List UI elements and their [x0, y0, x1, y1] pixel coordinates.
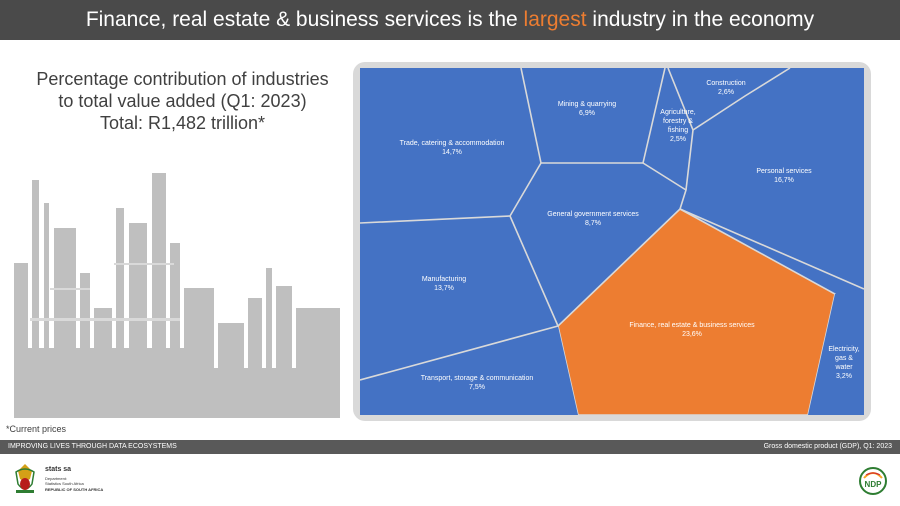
category-label-mining: Mining & quarrying	[558, 101, 616, 108]
footnote: *Current prices	[6, 424, 67, 434]
category-label-general-government: General government services	[547, 211, 639, 218]
category-label-construction: Construction	[706, 80, 745, 87]
value-label-electricity: 3,2%	[836, 373, 852, 380]
category-label-electricity: water	[834, 364, 853, 371]
value-label-transport: 7,5%	[469, 384, 485, 391]
value-label-general-government: 8,7%	[585, 220, 601, 227]
category-label-finance: Finance, real estate & business services	[629, 322, 755, 329]
category-label-personal-services: Personal services	[756, 168, 812, 175]
brand-name: stats sa	[45, 466, 72, 473]
subtitle-line-2: to total value added (Q1: 2023)	[58, 91, 307, 111]
value-label-agriculture: 2,5%	[670, 136, 686, 143]
coat-of-arms-icon	[15, 464, 35, 493]
chart-subtitle: Percentage contribution of industries to…	[0, 68, 365, 134]
brand-dept-line-2: Statistics South Africa	[45, 481, 84, 486]
value-label-trade: 14,7%	[442, 149, 462, 156]
value-label-construction: 2,6%	[718, 89, 734, 96]
footer-bar: IMPROVING LIVES THROUGH DATA ECOSYSTEMS …	[0, 440, 900, 454]
page-title: Finance, real estate & business services…	[0, 0, 900, 40]
footer-source: Gross domestic product (GDP), Q1: 2023	[763, 443, 892, 450]
footer-slogan: IMPROVING LIVES THROUGH DATA ECOSYSTEMS	[8, 443, 177, 450]
title-highlight: largest	[523, 8, 587, 31]
cell-mining	[521, 68, 665, 163]
category-label-agriculture: Agriculture,	[660, 109, 695, 116]
category-label-transport: Transport, storage & communication	[421, 375, 534, 382]
category-label-agriculture: forestry &	[663, 118, 693, 125]
brand-block: stats sa Department: Statistics South Afr…	[45, 466, 120, 492]
category-label-agriculture: fishing	[668, 127, 688, 134]
cell-trade	[360, 68, 541, 223]
ndp-logo-icon: NDP	[859, 467, 887, 495]
brand-department: Department: Statistics South Africa	[45, 476, 120, 486]
title-post: industry in the economy	[586, 8, 815, 31]
subtitle-line-1: Percentage contribution of industries	[36, 69, 329, 89]
cell-personal-services	[680, 68, 864, 294]
value-label-finance: 23,6%	[682, 331, 702, 338]
cell-finance	[557, 208, 836, 415]
value-label-personal-services: 16,7%	[774, 177, 794, 184]
voronoi-chart: Trade, catering & accommodation 14,7% Mini…	[360, 68, 864, 415]
refinery-silhouette-image	[14, 173, 340, 418]
category-label-electricity: gas &	[835, 355, 853, 362]
brand-country: REPUBLIC OF SOUTH AFRICA	[45, 487, 104, 492]
ndp-logo-text: NDP	[865, 480, 883, 489]
value-label-mining: 6,9%	[579, 110, 595, 117]
cell-agriculture	[643, 68, 693, 190]
cell-electricity	[808, 289, 864, 415]
cell-general-government	[510, 163, 686, 326]
category-label-trade: Trade, catering & accommodation	[400, 140, 505, 147]
subtitle-line-3: Total: R1,482 trillion*	[99, 113, 266, 133]
category-label-electricity: Electricity,	[828, 346, 859, 353]
brand-dept-line-1: Department:	[45, 476, 68, 481]
value-label-manufacturing: 13,7%	[434, 285, 454, 292]
category-label-manufacturing: Manufacturing	[422, 276, 466, 283]
title-pre: Finance, real estate & business services…	[85, 8, 524, 31]
cell-transport	[360, 326, 578, 415]
cell-construction	[668, 68, 790, 130]
